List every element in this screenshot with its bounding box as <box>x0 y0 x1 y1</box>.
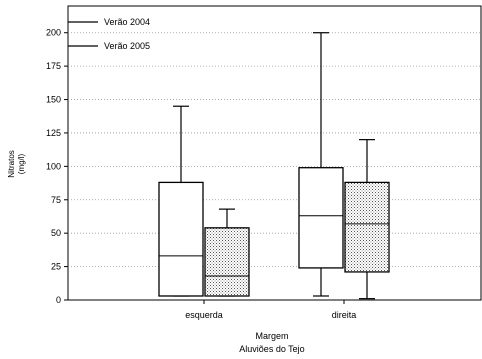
box-iqr <box>204 227 250 297</box>
x-axis-subtitle: Aluviões do Tejo <box>239 344 304 354</box>
legend-label: Verão 2005 <box>104 41 150 51</box>
x-axis-ticks: esquerda direita <box>185 300 356 320</box>
box-iqr <box>298 167 344 269</box>
legend: Verão 2004 Verão 2005 <box>68 17 150 51</box>
y-tick-label: 175 <box>46 61 61 71</box>
y-tick-label: 75 <box>51 195 61 205</box>
y-axis-ticks: 0 25 50 75 100 125 150 175 200 <box>46 28 68 305</box>
y-tick-label: 50 <box>51 228 61 238</box>
legend-label: Verão 2004 <box>104 17 150 27</box>
y-axis-label-unit: (mg/l) <box>17 153 26 174</box>
x-tick-label: esquerda <box>185 310 223 320</box>
y-tick-label: 125 <box>46 128 61 138</box>
box-verao-2005-esquerda <box>204 208 250 297</box>
grid-lines <box>68 32 481 267</box>
box-verao-2004-esquerda <box>158 105 204 297</box>
box-iqr <box>344 181 390 273</box>
y-tick-label: 100 <box>46 161 61 171</box>
box-verao-2004-direita <box>298 32 344 297</box>
box-series <box>158 32 390 300</box>
x-tick-label: direita <box>332 310 357 320</box>
y-tick-label: 150 <box>46 95 61 105</box>
plot-frame <box>67 5 482 301</box>
y-axis-label: Nitratos <box>7 150 16 178</box>
y-tick-label: 200 <box>46 28 61 38</box>
x-axis-label: Margem <box>255 331 288 341</box>
box-verao-2005-direita <box>344 139 390 300</box>
y-tick-label: 0 <box>56 295 61 305</box>
box-iqr <box>158 181 204 297</box>
y-tick-label: 25 <box>51 262 61 272</box>
